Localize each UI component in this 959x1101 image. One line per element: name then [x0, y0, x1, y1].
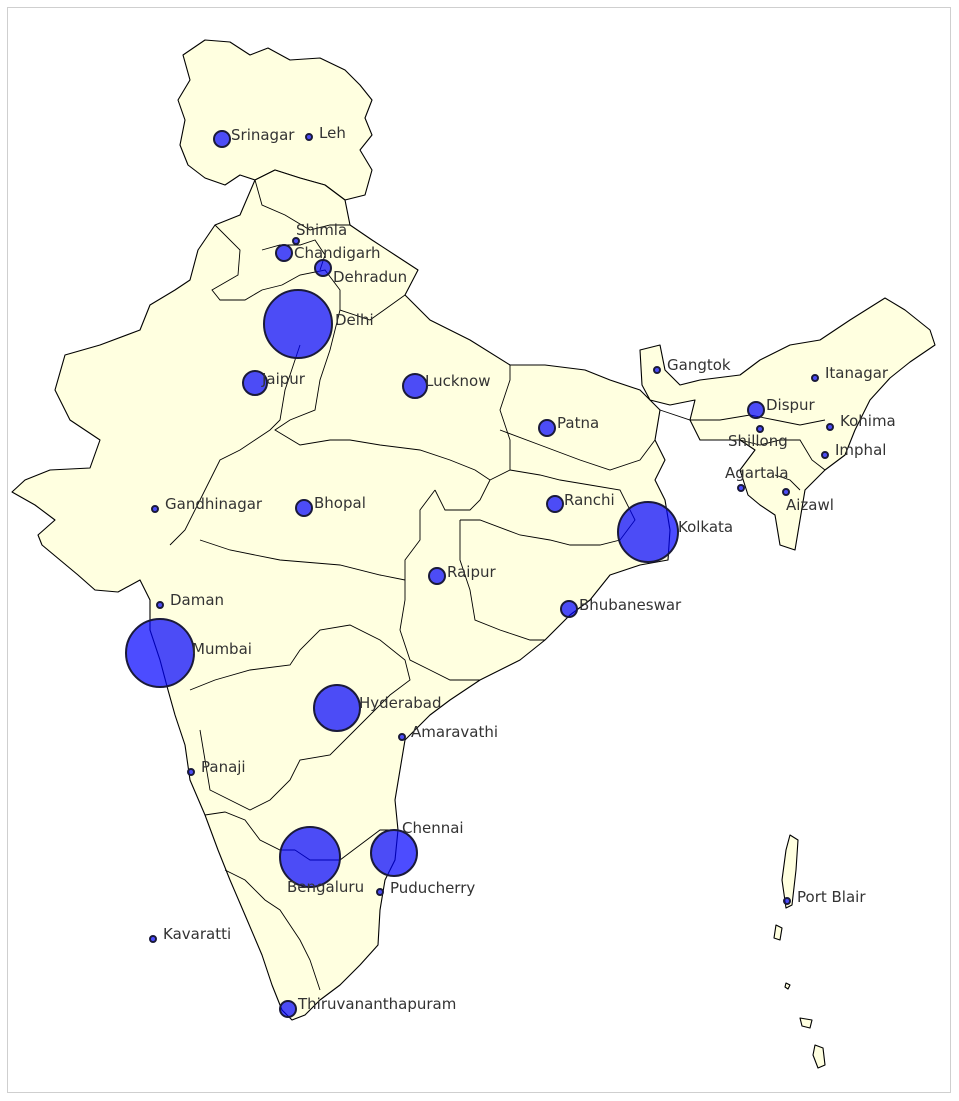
city-bubble-amaravathi [398, 733, 406, 741]
city-bubble-hyderabad [313, 684, 361, 732]
city-label: Dehradun [333, 268, 407, 286]
city-bubble-thiruvananthapuram [279, 1000, 297, 1018]
city-bubble-lucknow [402, 373, 428, 399]
region-north-east [639, 297, 936, 551]
city-bubble-dispur [747, 401, 765, 419]
city-label: Hyderabad [359, 694, 442, 712]
city-label: Chennai [402, 819, 464, 837]
city-label: Dispur [766, 396, 816, 414]
city-label: Bhopal [314, 494, 366, 512]
city-bubble-agartala [737, 484, 745, 492]
city-label: Patna [557, 414, 599, 432]
city-label: Leh [319, 124, 346, 142]
city-label: Bengaluru [287, 878, 364, 896]
city-bubble-aizawl [782, 488, 790, 496]
city-label: Srinagar [231, 126, 295, 144]
city-label: Thiruvananthapuram [297, 995, 456, 1013]
city-label: Puducherry [390, 879, 475, 897]
city-label: Raipur [447, 563, 496, 581]
city-bubble-imphal [821, 451, 829, 459]
city-label: Amaravathi [411, 723, 498, 741]
city-label: Lucknow [425, 372, 491, 390]
city-bubble-panaji [187, 768, 195, 776]
city-bubble-puducherry [376, 888, 384, 896]
region-andaman-2 [773, 924, 783, 941]
city-label: Jaipur [261, 370, 306, 388]
city-label: Gangtok [667, 356, 731, 374]
region-nicobar-3 [784, 982, 791, 990]
city-label: Gandhinagar [165, 495, 263, 513]
city-label: Panaji [201, 758, 246, 776]
city-label: Imphal [835, 441, 886, 459]
city-bubble-raipur [428, 567, 446, 585]
city-label: Kavaratti [163, 925, 231, 943]
city-label: Shimla [296, 221, 347, 239]
city-bubble-jaipur [242, 370, 268, 396]
city-label: Shillong [728, 432, 788, 450]
city-bubble-kohima [826, 423, 834, 431]
city-label: Itanagar [825, 364, 889, 382]
city-bubble-kolkata [617, 501, 679, 563]
city-label: Bhubaneswar [579, 596, 682, 614]
city-bubble-kavaratti [149, 935, 157, 943]
city-bubble-itanagar [811, 374, 819, 382]
city-bubble-shimla [292, 237, 300, 245]
city-label: Chandigarh [294, 244, 381, 262]
city-bubble-bhubaneswar [560, 600, 578, 618]
city-bubble-dehradun [314, 259, 332, 277]
city-label: Aizawl [786, 496, 834, 514]
city-bubble-port-blair [783, 897, 791, 905]
city-label: Ranchi [564, 491, 615, 509]
city-bubble-ranchi [546, 495, 564, 513]
city-label: Daman [170, 591, 224, 609]
region-nicobar [812, 1044, 826, 1069]
city-label: Agartala [725, 464, 789, 482]
city-bubble-bengaluru [279, 826, 341, 888]
city-labels: Delhi Mumbai Kolkata Chennai Bengaluru H… [163, 124, 896, 1013]
city-bubble-chennai [370, 829, 418, 877]
city-bubble-leh [305, 133, 313, 141]
city-bubble-shillong [756, 425, 764, 433]
city-label: Kohima [840, 412, 896, 430]
city-label: Kolkata [678, 518, 733, 536]
city-bubble-mumbai [125, 618, 195, 688]
map-frame [7, 7, 951, 1093]
city-bubbles [125, 130, 834, 1018]
region-jammu-kashmir [177, 39, 373, 201]
city-bubble-bhopal [295, 499, 313, 517]
city-bubble-daman [156, 601, 164, 609]
region-mainland [11, 169, 671, 1021]
city-label: Mumbai [192, 640, 252, 658]
city-bubble-srinagar [213, 130, 231, 148]
city-bubble-patna [538, 419, 556, 437]
city-bubble-gandhinagar [151, 505, 159, 513]
city-label: Port Blair [797, 888, 866, 906]
city-bubble-gangtok [653, 366, 661, 374]
city-label: Delhi [335, 311, 374, 329]
city-bubble-chandigarh [275, 244, 293, 262]
region-nicobar-2 [799, 1017, 813, 1029]
city-bubble-delhi [263, 289, 333, 359]
region-andaman [781, 834, 799, 909]
